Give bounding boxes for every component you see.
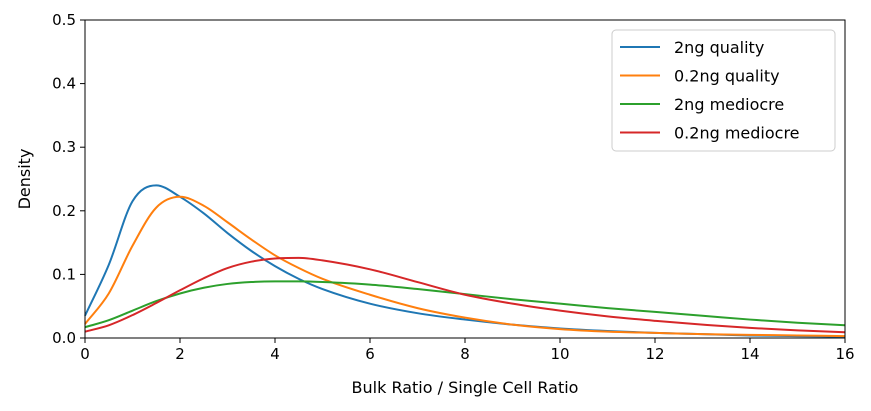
y-tick-label: 0.1: [52, 265, 76, 283]
legend-box: [611, 29, 836, 152]
x-tick-label: 14: [740, 345, 759, 363]
x-tick-label: 12: [645, 345, 664, 363]
legend-label-3: 2ng mediocre: [674, 95, 784, 114]
legend-label-4: 0.2ng mediocre: [674, 124, 800, 143]
x-tick-label: 0: [80, 345, 90, 363]
series-line-2: [84, 195, 846, 338]
x-tick-label: 8: [460, 345, 470, 363]
x-tick-label: 4: [270, 345, 280, 363]
series-line-1: [84, 184, 846, 338]
y-tick-label: 0.5: [52, 11, 76, 29]
x-tick-label: 6: [365, 345, 375, 363]
x-tick-label: 16: [835, 345, 854, 363]
y-axis-ticks: 0.0 0.1 0.2 0.3 0.4 0.5: [52, 11, 85, 347]
legend-label-2: 0.2ng quality: [674, 67, 780, 86]
y-tick-label: 0.3: [52, 138, 76, 156]
x-axis-ticks: 0 2 4 6 8 10 12 14 16: [80, 338, 855, 363]
plot-lines: [84, 184, 846, 338]
y-tick-label: 0.0: [52, 329, 76, 347]
y-tick-label: 0.2: [52, 202, 76, 220]
legend-label-1: 2ng quality: [674, 38, 764, 57]
x-tick-label: 10: [550, 345, 569, 363]
x-tick-label: 2: [175, 345, 185, 363]
x-axis-label: Bulk Ratio / Single Cell Ratio: [352, 378, 579, 397]
series-line-4: [84, 256, 846, 334]
y-axis-label: Density: [15, 149, 34, 210]
y-tick-label: 0.4: [52, 75, 76, 93]
legend: 2ng quality 0.2ng quality 2ng mediocre 0.2n…: [611, 29, 836, 152]
